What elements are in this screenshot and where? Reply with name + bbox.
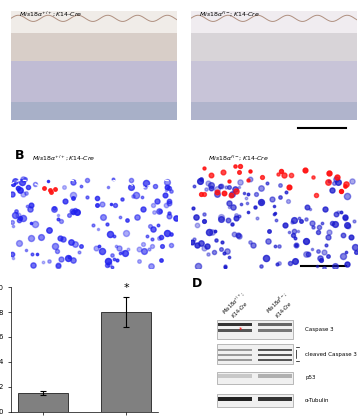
Bar <box>258 396 292 401</box>
Text: $Mis18\alpha^{+/+};$
$K14$-$Cre$: $Mis18\alpha^{+/+};$ $K14$-$Cre$ <box>219 290 253 323</box>
Bar <box>217 320 293 339</box>
Bar <box>11 60 177 102</box>
Bar <box>191 60 357 102</box>
Bar <box>218 359 252 361</box>
Text: D: D <box>192 277 202 290</box>
Bar <box>191 102 357 121</box>
Bar <box>218 323 252 326</box>
Bar <box>258 354 292 356</box>
Bar <box>11 102 177 121</box>
Text: B: B <box>15 149 24 162</box>
Text: α-Tubulin: α-Tubulin <box>305 398 330 403</box>
Bar <box>258 374 292 378</box>
Bar <box>258 349 292 351</box>
Bar <box>218 329 252 333</box>
Bar <box>191 11 357 33</box>
Text: A: A <box>15 10 24 23</box>
Bar <box>101 312 151 412</box>
Bar <box>11 33 177 60</box>
Text: $Mis18\alpha^{+/+};K14$-$Cre$: $Mis18\alpha^{+/+};K14$-$Cre$ <box>32 153 95 162</box>
Text: $Mis18\alpha^{fl-};K14$-$Cre$: $Mis18\alpha^{fl-};K14$-$Cre$ <box>199 10 260 18</box>
Bar <box>258 359 292 361</box>
Bar <box>218 349 252 351</box>
Bar <box>191 33 357 60</box>
Text: Caspase 3: Caspase 3 <box>305 327 334 332</box>
Text: $Mis18\alpha^{fl-};$
$K14$-$Cre$: $Mis18\alpha^{fl-};$ $K14$-$Cre$ <box>264 290 296 322</box>
Bar <box>258 323 292 326</box>
Bar <box>218 354 252 356</box>
Text: $Mis18\alpha^{+/+};K14$-$Cre$: $Mis18\alpha^{+/+};K14$-$Cre$ <box>19 10 83 18</box>
Text: *: * <box>123 284 129 294</box>
Bar <box>217 372 293 384</box>
Bar <box>217 344 293 364</box>
Bar <box>217 394 293 407</box>
Text: cleaved Caspase 3: cleaved Caspase 3 <box>305 352 357 357</box>
Bar <box>218 374 252 378</box>
Text: $Mis18\alpha^{fl-};K14$-$Cre$: $Mis18\alpha^{fl-};K14$-$Cre$ <box>208 153 269 162</box>
Text: *: * <box>239 326 242 333</box>
Bar <box>11 11 177 33</box>
Bar <box>218 396 252 401</box>
Bar <box>258 329 292 333</box>
Bar <box>17 393 68 412</box>
Text: p53: p53 <box>305 375 316 381</box>
